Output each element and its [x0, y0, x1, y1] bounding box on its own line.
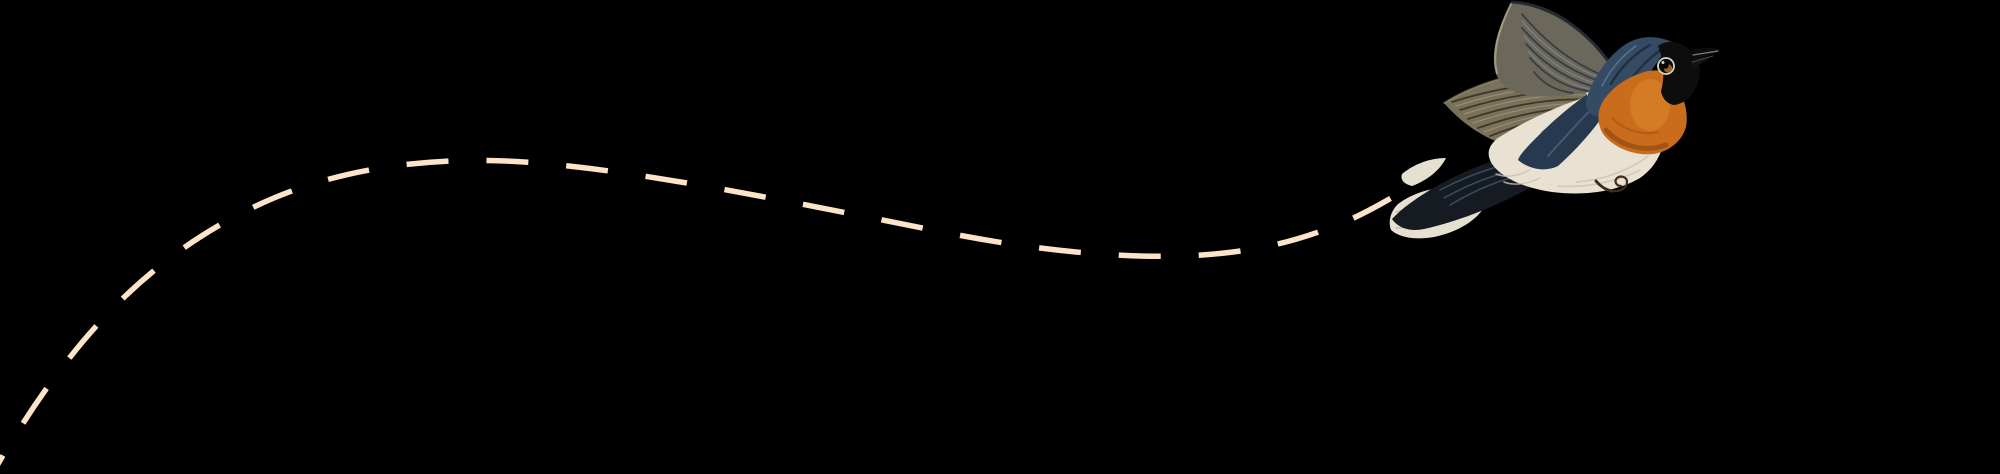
bird-breast-rust-edge — [1603, 127, 1669, 151]
bird-beak-glint — [1692, 50, 1719, 56]
bird-breast-rust-texture — [1611, 117, 1659, 135]
bird-crown-highlight — [1601, 45, 1637, 87]
bird-beak-lower — [1691, 55, 1714, 68]
bird-beak-upper — [1690, 47, 1721, 61]
bird-eye-highlight — [1661, 61, 1665, 64]
flight-path-dashed-line — [0, 157, 1395, 467]
bird-eye-pupil — [1662, 62, 1669, 69]
bird-raised-wing-pale-edge — [1494, 3, 1512, 74]
bird-tail-upper-covert — [1401, 158, 1446, 186]
swallow-bird-illustration — [1389, 0, 1721, 239]
bird-belly-shading — [1495, 155, 1649, 188]
bird-breast-highlight — [1630, 79, 1670, 131]
bird-eye-ring — [1657, 57, 1675, 75]
bird-beak-gap-line — [1691, 55, 1714, 63]
bird-claw — [1594, 175, 1629, 193]
